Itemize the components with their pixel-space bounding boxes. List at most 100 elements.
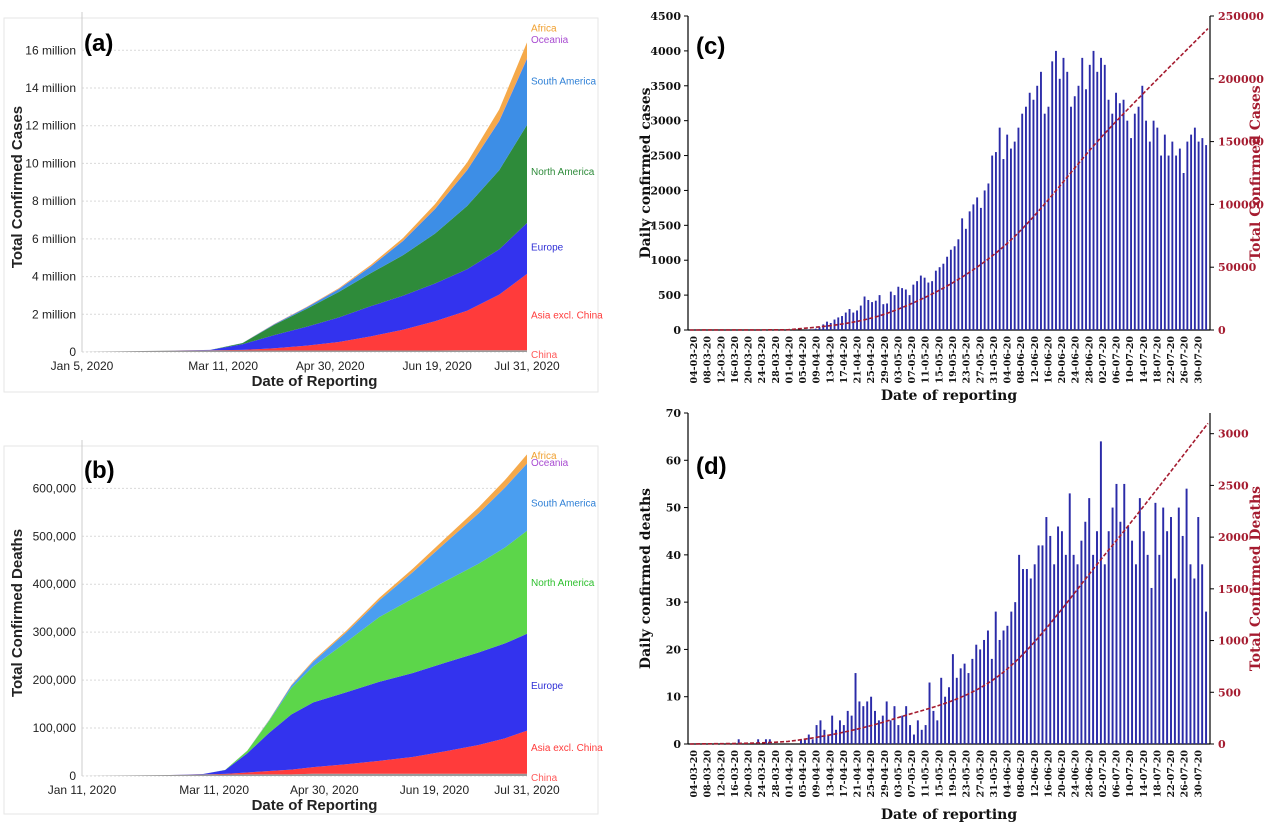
bar xyxy=(1119,521,1122,744)
bar xyxy=(955,677,958,744)
bar xyxy=(1107,531,1110,744)
area-series xyxy=(82,124,527,353)
bar xyxy=(1166,531,1169,744)
x-tick-label: 15-05-20 xyxy=(934,336,945,384)
x-tick-label: 30-07-20 xyxy=(1193,336,1204,384)
bar xyxy=(1041,545,1044,744)
y2-tick-label: 250000 xyxy=(1218,10,1264,23)
bar xyxy=(1156,127,1159,331)
panel-label: (c) xyxy=(696,33,725,60)
bar xyxy=(877,720,880,744)
x-tick-label: 29-04-20 xyxy=(880,336,891,384)
y-tick-label: 4500 xyxy=(650,10,681,23)
x-tick-label: 12-06-20 xyxy=(1030,336,1041,384)
series-label: Asia excl. China xyxy=(531,743,603,754)
x-tick-label: Mar 11, 2020 xyxy=(188,359,258,373)
bar xyxy=(949,249,952,330)
bar xyxy=(1190,134,1193,330)
y2-axis-title: Total Confirmed Deaths xyxy=(1248,486,1264,671)
x-tick-label: 20-03-20 xyxy=(744,750,755,798)
x-tick-label: 12-03-20 xyxy=(716,750,727,798)
bar xyxy=(1028,92,1031,330)
bar xyxy=(841,316,843,330)
bar xyxy=(1163,134,1166,330)
x-tick-label: 08-03-20 xyxy=(703,750,714,798)
x-tick-label: 14-07-20 xyxy=(1139,750,1150,798)
y2-tick-label: 150000 xyxy=(1218,136,1264,149)
bar xyxy=(1088,498,1091,744)
bar xyxy=(819,720,822,744)
x-tick-label: 04-06-20 xyxy=(1003,336,1014,384)
x-tick-label: 07-05-20 xyxy=(907,750,918,798)
bar xyxy=(976,197,979,330)
x-tick-label: 18-07-20 xyxy=(1152,750,1163,798)
y-tick-label: 2500 xyxy=(650,150,681,163)
x-tick-label: 23-05-20 xyxy=(962,336,973,384)
bar xyxy=(1185,488,1188,744)
bar xyxy=(1076,564,1079,744)
x-tick-label: Jul 31, 2020 xyxy=(494,359,560,373)
bar xyxy=(1154,502,1157,744)
bar xyxy=(1002,159,1005,330)
cumulative-line xyxy=(689,422,1209,745)
x-tick-label: 29-04-20 xyxy=(880,750,891,798)
area-series xyxy=(82,530,527,776)
bar xyxy=(1131,540,1134,744)
y-tick-label: 4000 xyxy=(650,45,681,58)
bar xyxy=(1092,554,1095,744)
y2-tick-label: 0 xyxy=(1218,738,1226,751)
bar xyxy=(768,739,771,744)
x-tick-label: 27-05-20 xyxy=(975,750,986,798)
y-tick-label: 14 million xyxy=(25,81,76,95)
bar xyxy=(1158,554,1161,744)
y2-tick-label: 2000 xyxy=(1218,531,1249,544)
y-tick-label: 10 million xyxy=(25,156,76,170)
bar xyxy=(1010,611,1013,744)
bar xyxy=(1160,155,1163,330)
x-tick-label: 14-07-20 xyxy=(1139,336,1150,384)
bar xyxy=(1138,498,1141,744)
bar xyxy=(1103,64,1106,330)
x-tick-label: 11-05-20 xyxy=(921,336,932,384)
bar xyxy=(1080,540,1083,744)
bar xyxy=(963,663,966,744)
y-tick-label: 40 xyxy=(666,549,682,562)
bar xyxy=(938,267,941,330)
y-tick-label: 0 xyxy=(69,769,76,783)
bar xyxy=(1148,141,1151,330)
bar xyxy=(932,710,935,744)
x-tick-label: 16-06-20 xyxy=(1043,750,1054,798)
x-tick-label: 08-06-20 xyxy=(1016,336,1027,384)
bar xyxy=(983,190,986,330)
bar xyxy=(1021,113,1024,330)
y-tick-label: 50 xyxy=(666,502,682,515)
series-label: Europe xyxy=(531,242,564,253)
x-tick-label: 28-03-20 xyxy=(771,750,782,798)
bar xyxy=(815,725,818,744)
bar xyxy=(893,295,896,330)
bar xyxy=(1006,134,1009,330)
bar xyxy=(1049,535,1052,744)
bar xyxy=(856,310,858,330)
bar xyxy=(901,288,904,330)
bar xyxy=(994,152,997,330)
y-tick-label: 10 xyxy=(666,691,682,704)
y-tick-label: 12 million xyxy=(25,119,76,133)
y2-tick-label: 0 xyxy=(1218,324,1226,337)
bar xyxy=(979,649,982,744)
bar xyxy=(968,211,971,330)
bar xyxy=(1152,120,1155,331)
y-tick-label: 20 xyxy=(666,643,682,656)
x-tick-label: Jun 19, 2020 xyxy=(400,783,470,797)
bar xyxy=(998,127,1001,331)
y-tick-label: 1000 xyxy=(650,254,681,267)
bar xyxy=(852,312,855,330)
x-tick-label: 01-04-20 xyxy=(784,750,795,798)
bar xyxy=(807,734,810,744)
bar xyxy=(1170,517,1172,744)
x-tick-label: 16-06-20 xyxy=(1043,336,1054,384)
x-tick-label: 03-05-20 xyxy=(893,336,904,384)
x-tick-label: 28-03-20 xyxy=(771,336,782,384)
bar xyxy=(919,275,922,330)
bar xyxy=(803,739,806,744)
